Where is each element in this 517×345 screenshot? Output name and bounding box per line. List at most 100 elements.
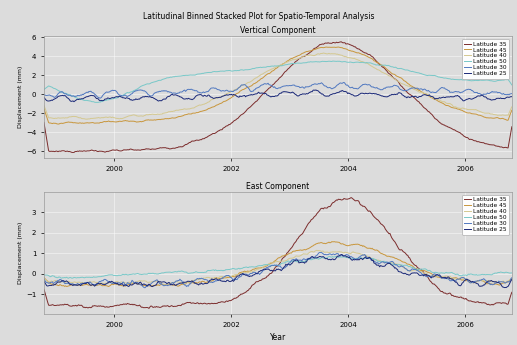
Title: East Component: East Component xyxy=(246,183,310,191)
Latitude 50 xyxy=(65,276,71,280)
Latitude 45 xyxy=(295,248,301,253)
Latitude 45 xyxy=(509,108,515,112)
Line: Latitude 25: Latitude 25 xyxy=(44,255,512,288)
Latitude 45 xyxy=(335,45,341,49)
Latitude 35 xyxy=(267,272,273,276)
Latitude 25 xyxy=(426,93,432,97)
Latitude 25 xyxy=(264,93,270,97)
Latitude 30 xyxy=(267,265,273,269)
Line: Latitude 40: Latitude 40 xyxy=(44,250,512,285)
Latitude 35 xyxy=(295,58,301,62)
X-axis label: Year: Year xyxy=(270,333,286,342)
Latitude 40 xyxy=(320,51,326,55)
Text: Latitudinal Binned Stacked Plot for Spatio-Temporal Analysis: Latitudinal Binned Stacked Plot for Spat… xyxy=(143,12,374,21)
Latitude 50 xyxy=(509,83,515,87)
Line: Latitude 30: Latitude 30 xyxy=(44,82,512,98)
Latitude 50 xyxy=(41,273,47,277)
Latitude 30 xyxy=(264,82,270,86)
Latitude 40 xyxy=(499,113,506,117)
Latitude 30 xyxy=(142,286,148,290)
Latitude 30 xyxy=(41,93,47,97)
Latitude 50 xyxy=(267,65,273,69)
Line: Latitude 40: Latitude 40 xyxy=(44,53,512,119)
Latitude 30 xyxy=(295,258,301,262)
Latitude 35 xyxy=(509,290,515,294)
Latitude 35 xyxy=(41,287,47,292)
Latitude 40 xyxy=(41,276,47,280)
Latitude 30 xyxy=(499,280,506,284)
Line: Latitude 45: Latitude 45 xyxy=(44,241,512,287)
Latitude 40 xyxy=(295,57,301,61)
Latitude 50 xyxy=(509,271,515,275)
Latitude 40 xyxy=(426,274,432,278)
Latitude 45 xyxy=(295,53,301,58)
Latitude 25 xyxy=(321,93,327,98)
Latitude 30 xyxy=(426,274,432,278)
Latitude 35 xyxy=(426,278,432,282)
Latitude 45 xyxy=(41,276,47,280)
Title: Vertical Component: Vertical Component xyxy=(240,27,316,36)
Latitude 40 xyxy=(41,104,47,108)
Latitude 45 xyxy=(267,71,273,75)
Latitude 45 xyxy=(264,72,270,76)
Latitude 35 xyxy=(267,86,273,90)
Latitude 35 xyxy=(499,145,506,149)
Latitude 40 xyxy=(321,51,327,55)
Latitude 50 xyxy=(295,260,301,264)
Latitude 30 xyxy=(267,83,273,87)
Line: Latitude 35: Latitude 35 xyxy=(44,198,512,308)
Line: Latitude 35: Latitude 35 xyxy=(44,42,512,152)
Latitude 35 xyxy=(146,306,152,310)
Line: Latitude 30: Latitude 30 xyxy=(44,253,512,288)
Latitude 40 xyxy=(295,254,301,258)
Line: Latitude 25: Latitude 25 xyxy=(44,90,512,102)
Latitude 25 xyxy=(267,94,273,98)
Latitude 40 xyxy=(509,105,515,109)
Latitude 25 xyxy=(41,279,47,284)
Latitude 25 xyxy=(509,277,515,282)
Latitude 30 xyxy=(321,253,327,257)
Latitude 30 xyxy=(341,80,347,85)
Latitude 25 xyxy=(313,88,319,92)
Latitude 35 xyxy=(320,42,326,46)
Latitude 25 xyxy=(338,253,344,257)
Latitude 50 xyxy=(41,87,47,91)
Latitude 50 xyxy=(330,59,336,63)
Latitude 30 xyxy=(41,277,47,281)
Latitude 50 xyxy=(264,263,270,267)
Latitude 45 xyxy=(41,107,47,111)
Y-axis label: Displacement (mm): Displacement (mm) xyxy=(18,222,23,284)
Latitude 35 xyxy=(264,274,270,278)
Latitude 25 xyxy=(509,95,515,99)
Latitude 40 xyxy=(264,69,270,73)
Latitude 50 xyxy=(333,254,340,258)
Latitude 25 xyxy=(294,258,300,262)
Latitude 35 xyxy=(295,236,301,240)
Latitude 35 xyxy=(41,120,47,125)
Line: Latitude 50: Latitude 50 xyxy=(44,61,512,102)
Latitude 30 xyxy=(426,89,432,93)
Latitude 50 xyxy=(499,78,506,82)
Latitude 35 xyxy=(338,40,344,44)
Latitude 40 xyxy=(321,250,327,255)
Latitude 50 xyxy=(93,100,99,105)
Latitude 50 xyxy=(295,61,301,65)
Latitude 45 xyxy=(426,270,432,275)
Latitude 30 xyxy=(320,82,326,87)
Latitude 35 xyxy=(69,150,75,155)
Latitude 45 xyxy=(499,116,506,120)
Latitude 45 xyxy=(320,241,326,246)
Latitude 30 xyxy=(264,265,270,269)
Latitude 40 xyxy=(84,117,90,121)
Latitude 45 xyxy=(499,281,506,285)
Latitude 35 xyxy=(348,196,355,200)
Latitude 35 xyxy=(320,207,326,211)
Latitude 35 xyxy=(499,301,506,305)
Latitude 40 xyxy=(264,262,270,266)
Latitude 40 xyxy=(509,276,515,280)
Latitude 50 xyxy=(320,59,326,63)
Latitude 25 xyxy=(498,284,505,288)
Latitude 40 xyxy=(426,94,432,98)
Latitude 30 xyxy=(316,250,323,255)
Latitude 50 xyxy=(320,256,326,260)
